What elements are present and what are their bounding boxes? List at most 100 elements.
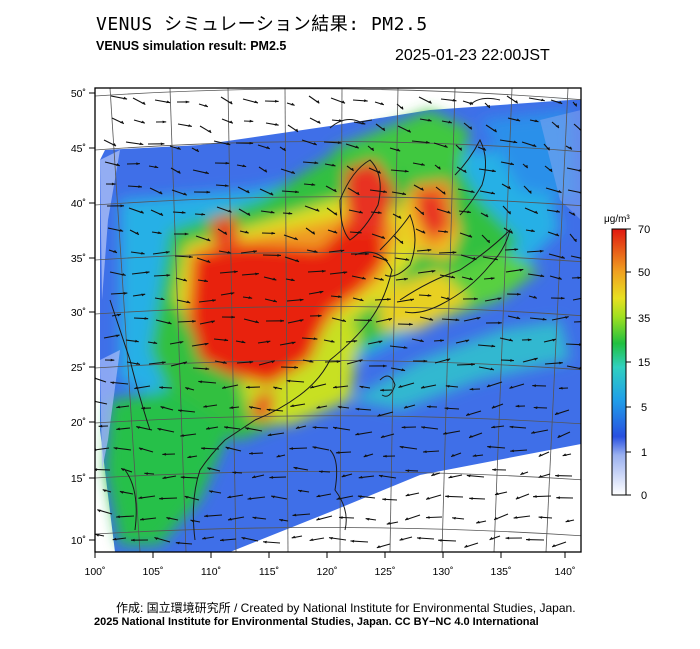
wind-arrowhead — [399, 446, 404, 449]
wind-arrowhead — [203, 404, 208, 408]
wind-arrowhead — [338, 119, 343, 122]
wind-arrowhead — [383, 258, 388, 261]
wind-arrowhead — [380, 388, 384, 392]
wind-arrowhead — [253, 250, 258, 253]
wind-arrowhead — [291, 341, 296, 345]
wind-arrowhead — [556, 496, 560, 500]
wind-arrowhead — [359, 298, 364, 301]
wind-arrowhead — [153, 341, 158, 344]
wind-arrowhead — [560, 255, 565, 259]
wind-arrowhead — [313, 249, 318, 253]
wind-arrowhead — [486, 384, 491, 387]
wind-arrowhead — [203, 279, 208, 283]
wind-arrowhead — [365, 252, 369, 256]
wind-arrowhead — [182, 278, 187, 282]
graticule — [95, 88, 581, 552]
wind-arrowhead — [427, 100, 432, 104]
wind-arrowhead — [111, 182, 116, 186]
wind-arrowhead — [465, 339, 470, 343]
wind-arrowhead — [383, 190, 387, 193]
wind-arrowhead — [514, 248, 519, 251]
wind-arrowhead — [441, 191, 446, 195]
wind-arrowhead — [202, 536, 207, 540]
wind-arrowhead — [119, 228, 124, 232]
wind-arrowhead — [333, 426, 338, 430]
wind-arrowhead — [532, 143, 537, 147]
wind-arrowhead — [135, 231, 139, 235]
wind-arrowhead — [335, 451, 340, 454]
wind-arrowhead — [140, 517, 144, 521]
wind-arrowhead — [538, 474, 543, 478]
wind-arrowhead — [466, 412, 471, 416]
wind-arrowhead — [190, 519, 195, 523]
wind-arrowhead — [357, 495, 362, 498]
wind-arrow — [95, 400, 108, 405]
lat-label: 20˚ — [71, 417, 86, 429]
wind-arrowhead — [206, 426, 210, 430]
lat-label: 45˚ — [71, 143, 86, 155]
wind-arrowhead — [246, 212, 251, 216]
wind-arrowhead — [509, 162, 514, 165]
wind-arrowhead — [542, 317, 547, 321]
wind-arrowhead — [254, 272, 259, 276]
lat-label: 10˚ — [71, 535, 86, 547]
wind-arrowhead — [206, 190, 211, 194]
wind-arrowhead — [490, 277, 495, 280]
wind-arrowhead — [224, 184, 229, 187]
wind-arrowhead — [328, 537, 333, 540]
wind-arrowhead — [558, 361, 563, 365]
wind-arrowhead — [539, 249, 544, 253]
wind-arrowhead — [180, 434, 185, 437]
wind-arrowhead — [222, 361, 227, 364]
wind-arrowhead — [295, 259, 300, 262]
wind-arrowhead — [557, 434, 562, 438]
wind-arrowhead — [552, 544, 557, 547]
wind-arrowhead — [455, 318, 460, 322]
wind-arrowhead — [538, 516, 543, 519]
wind-arrowhead — [427, 294, 432, 297]
wind-arrowhead — [585, 297, 589, 300]
wind-arrowhead — [292, 513, 297, 517]
wind-arrowhead — [530, 229, 535, 232]
wind-arrowhead — [312, 426, 317, 429]
wind-arrowhead — [358, 210, 363, 214]
wind-arrowhead — [420, 385, 425, 389]
wind-arrowhead — [112, 143, 117, 147]
wind-arrowhead — [248, 296, 253, 299]
colorbar: μg/m³ 70 50 35 15 5 1 0 — [604, 214, 650, 502]
wind-arrowhead — [377, 413, 382, 417]
wind-arrowhead — [120, 204, 125, 208]
wind-arrowhead — [482, 147, 487, 151]
wind-arrowhead — [242, 164, 247, 168]
wind-arrowhead — [452, 516, 456, 520]
wind-arrowhead — [555, 124, 559, 128]
wind-arrowhead — [509, 385, 514, 389]
wind-arrowhead — [401, 368, 406, 371]
wind-arrowhead — [184, 496, 189, 499]
wind-arrowhead — [506, 186, 511, 189]
wind-arrowhead — [249, 452, 253, 455]
wind-arrowhead — [206, 238, 211, 241]
wind-arrowhead — [165, 251, 170, 254]
wind-arrowhead — [330, 339, 335, 343]
wind-arrowhead — [279, 519, 284, 522]
wind-arrowhead — [160, 142, 165, 146]
wind-arrowhead — [445, 384, 450, 388]
wind-arrowhead — [378, 474, 383, 478]
wind-arrowhead — [419, 187, 424, 191]
wind-arrowhead — [337, 141, 342, 145]
colorbar-tick: 35 — [638, 313, 650, 325]
wind-arrowhead — [204, 342, 209, 346]
wind-arrowhead — [227, 209, 232, 213]
wind-arrowhead — [245, 427, 250, 431]
wind-arrowhead — [527, 338, 532, 342]
wind-arrowhead — [562, 453, 567, 456]
wind-arrowhead — [282, 147, 286, 151]
wind-arrowhead — [175, 541, 180, 545]
wind-arrowhead — [313, 337, 318, 341]
wind-arrowhead — [532, 384, 536, 388]
lat-axis: 50˚ 45˚ 40˚ 35˚ 30˚ 25˚ 20˚ 15˚ 10˚ — [71, 88, 95, 547]
wind-arrowhead — [271, 495, 276, 499]
wind-arrowhead — [406, 129, 411, 133]
